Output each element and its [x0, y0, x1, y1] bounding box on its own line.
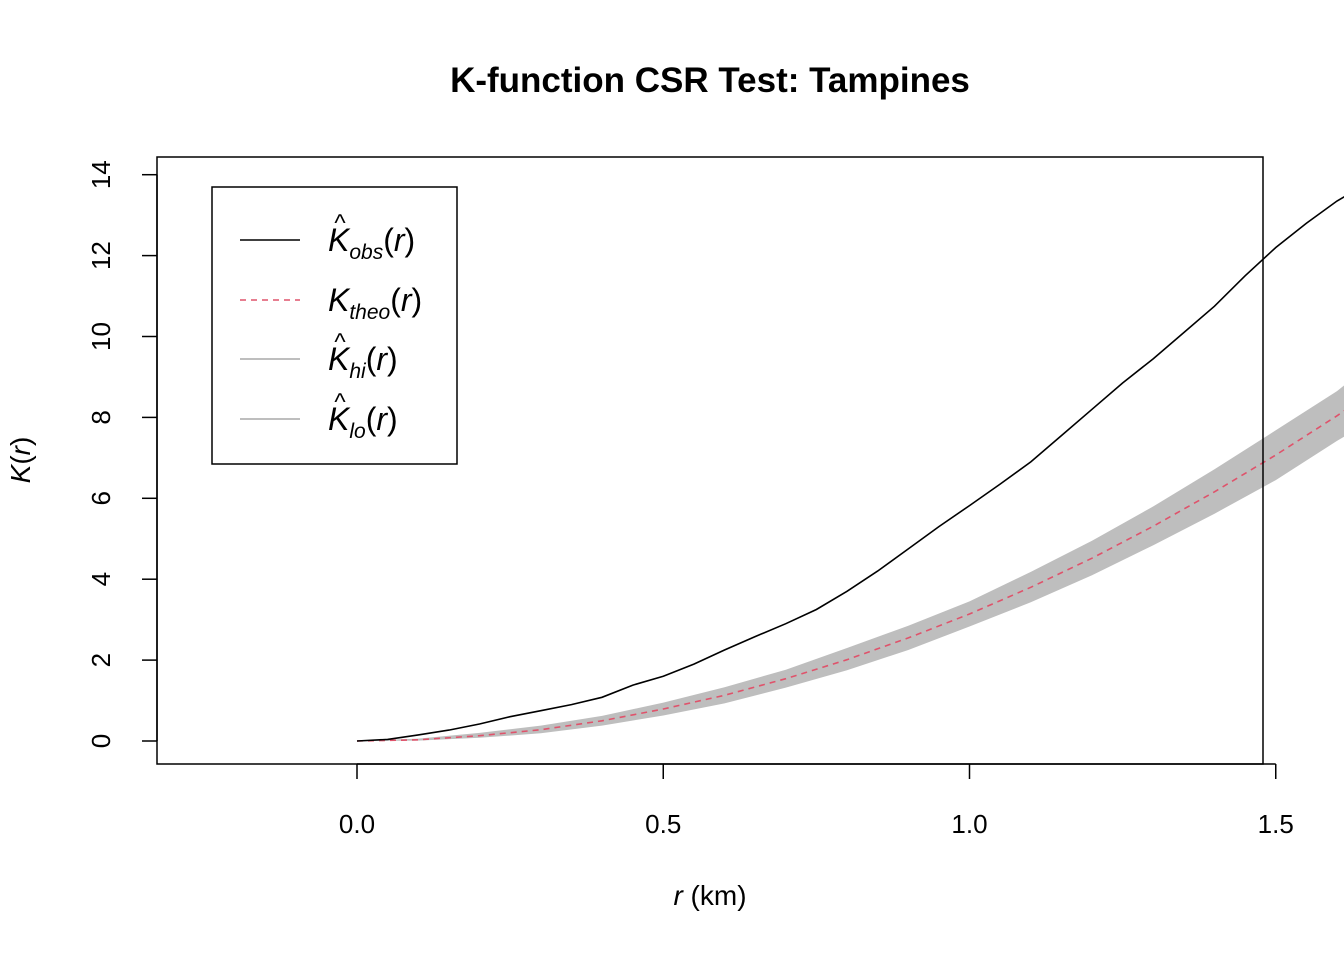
- y-tick-label: 12: [86, 241, 116, 270]
- legend-hat-hi: ^: [334, 329, 346, 356]
- y-tick-label: 10: [86, 322, 116, 351]
- y-axis-label-function: K: [5, 463, 36, 483]
- y-axis: 0 2 4 6 8 10 12 14: [86, 160, 158, 748]
- x-axis-label: r (km): [673, 880, 746, 911]
- legend-label-obs: Kobs(r): [328, 222, 415, 264]
- y-tick-label: 14: [86, 160, 116, 189]
- y-axis-label-arg: r: [5, 444, 36, 455]
- y-tick-label: 6: [86, 491, 116, 505]
- legend-label-lo: Klo(r): [328, 401, 398, 443]
- x-axis-label-variable: r: [673, 880, 684, 911]
- y-tick-label: 4: [86, 572, 116, 586]
- legend: Kobs(r)^Ktheo(r)Khi(r)^Klo(r)^: [211, 186, 458, 465]
- y-tick-label: 8: [86, 410, 116, 424]
- x-axis: 0.0 0.5 1.0 1.5: [339, 763, 1294, 839]
- x-tick-label: 1.5: [1258, 809, 1294, 839]
- y-axis-label-open-paren: (: [5, 455, 36, 465]
- x-tick-label: 0.0: [339, 809, 375, 839]
- chart-title: K-function CSR Test: Tampines: [450, 61, 970, 100]
- x-tick-label: 1.0: [951, 809, 987, 839]
- legend-hat-obs: ^: [334, 210, 346, 237]
- x-tick-label: 0.5: [645, 809, 681, 839]
- y-tick-label: 2: [86, 653, 116, 667]
- y-axis-label-close-paren: ): [5, 437, 36, 446]
- series-line-obs: [356, 196, 1344, 742]
- y-tick-label: 0: [86, 734, 116, 748]
- legend-entries: Kobs(r)^Ktheo(r)Khi(r)^Klo(r)^: [240, 210, 422, 443]
- series-line-theo: [356, 410, 1344, 742]
- legend-label-hi: Khi(r): [328, 341, 398, 383]
- series-lines-layer: [356, 196, 1344, 742]
- x-axis-label-unit: (km): [683, 880, 747, 911]
- envelope-band: [357, 385, 1344, 741]
- legend-box: [211, 186, 458, 465]
- legend-hat-lo: ^: [334, 389, 346, 416]
- y-axis-label: K(r): [5, 437, 36, 484]
- legend-label-theo: Ktheo(r): [328, 282, 422, 324]
- envelope-band-layer: [357, 385, 1344, 741]
